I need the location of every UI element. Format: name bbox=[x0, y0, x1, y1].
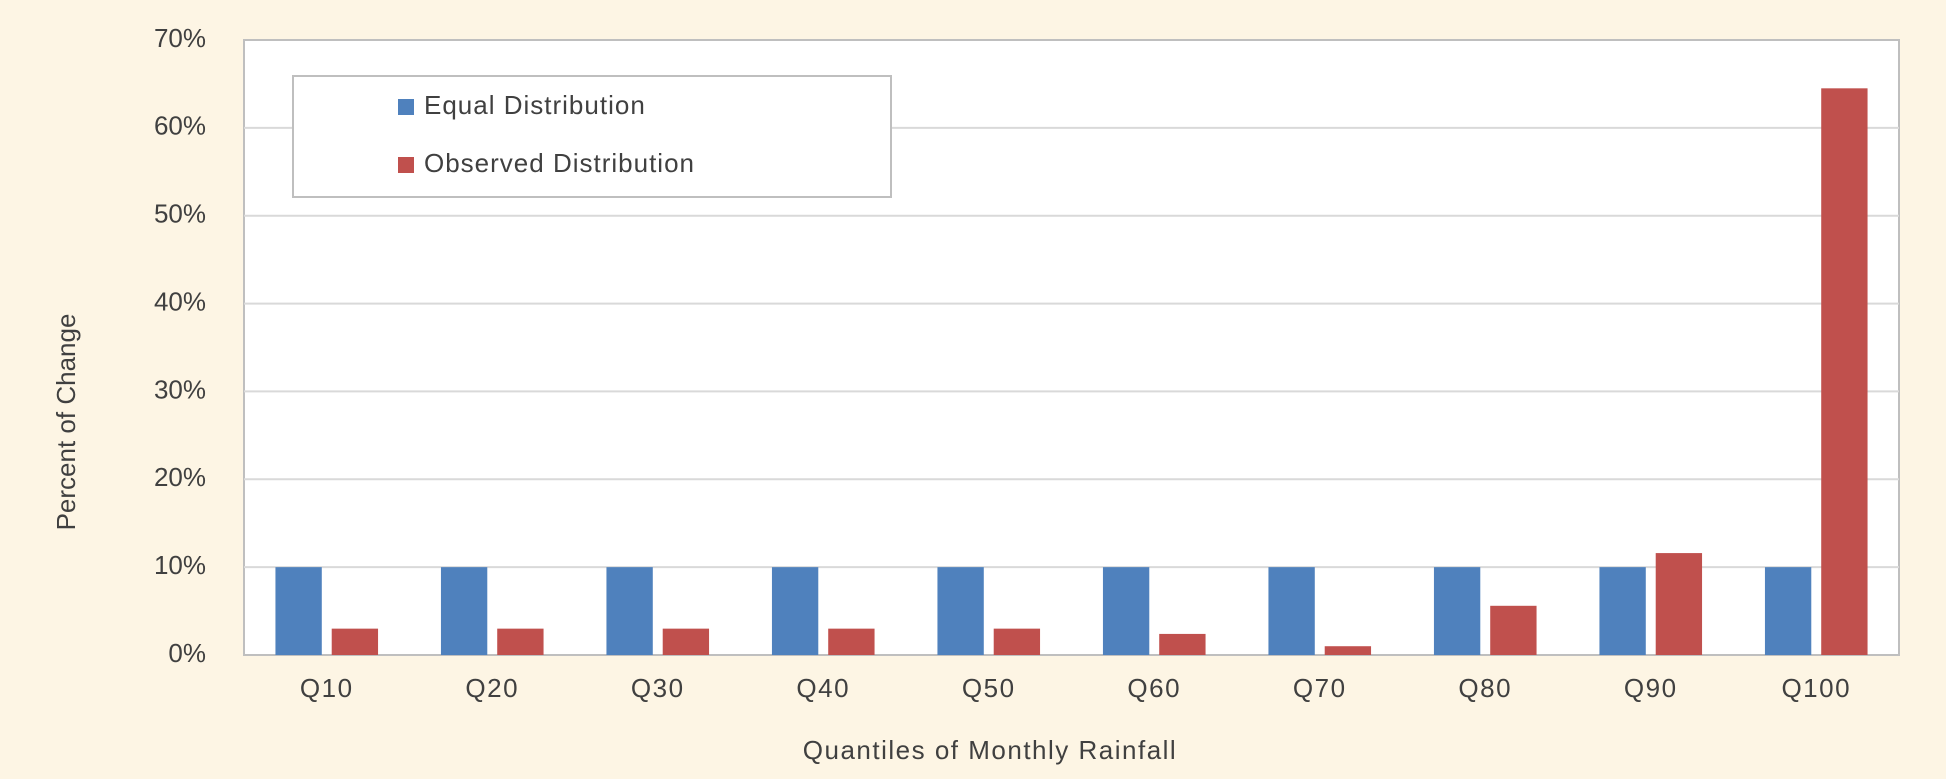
bar bbox=[771, 567, 819, 655]
bar bbox=[606, 567, 653, 655]
y-tick-label: 30% bbox=[154, 374, 206, 404]
y-tick-label: 60% bbox=[154, 111, 206, 141]
legend-label: Observed Distribution bbox=[424, 148, 695, 178]
y-tick-label: 50% bbox=[154, 199, 206, 229]
bar bbox=[275, 567, 322, 655]
bar bbox=[662, 628, 710, 655]
bar bbox=[1433, 567, 1481, 655]
bar bbox=[497, 628, 544, 655]
bar bbox=[1490, 605, 1537, 655]
x-tick-label: Q50 bbox=[962, 673, 1016, 703]
y-tick-label: 20% bbox=[154, 462, 206, 492]
y-tick-label: 40% bbox=[154, 286, 206, 316]
x-tick-label: Q60 bbox=[1127, 673, 1181, 703]
x-tick-label: Q30 bbox=[631, 673, 685, 703]
legend-box bbox=[292, 75, 892, 198]
y-tick-label: 10% bbox=[154, 550, 206, 580]
bar bbox=[993, 628, 1041, 655]
legend-swatch bbox=[398, 99, 414, 115]
y-axis-title: Percent of Change bbox=[51, 314, 81, 531]
bar bbox=[1102, 567, 1150, 655]
bar bbox=[828, 628, 875, 655]
x-axis-title: Quantiles of Monthly Rainfall bbox=[803, 735, 1177, 765]
x-tick-label: Q20 bbox=[465, 673, 519, 703]
x-tick-label: Q90 bbox=[1624, 673, 1678, 703]
bar bbox=[1821, 88, 1868, 656]
bar bbox=[331, 628, 379, 655]
bar bbox=[937, 567, 984, 655]
y-tick-label: 0% bbox=[168, 638, 206, 668]
y-tick-label: 70% bbox=[154, 23, 206, 53]
bar bbox=[1655, 553, 1703, 655]
legend-label: Equal Distribution bbox=[424, 90, 646, 120]
x-tick-label: Q100 bbox=[1781, 673, 1851, 703]
bar bbox=[1324, 646, 1372, 655]
bar bbox=[1764, 567, 1812, 655]
x-tick-label: Q10 bbox=[300, 673, 354, 703]
bar bbox=[1159, 633, 1206, 655]
x-tick-label: Q70 bbox=[1293, 673, 1347, 703]
bar bbox=[1268, 567, 1315, 655]
bar bbox=[1599, 567, 1646, 655]
x-tick-label: Q80 bbox=[1458, 673, 1512, 703]
legend-swatch bbox=[398, 157, 414, 173]
bar bbox=[440, 567, 488, 655]
x-tick-label: Q40 bbox=[796, 673, 850, 703]
